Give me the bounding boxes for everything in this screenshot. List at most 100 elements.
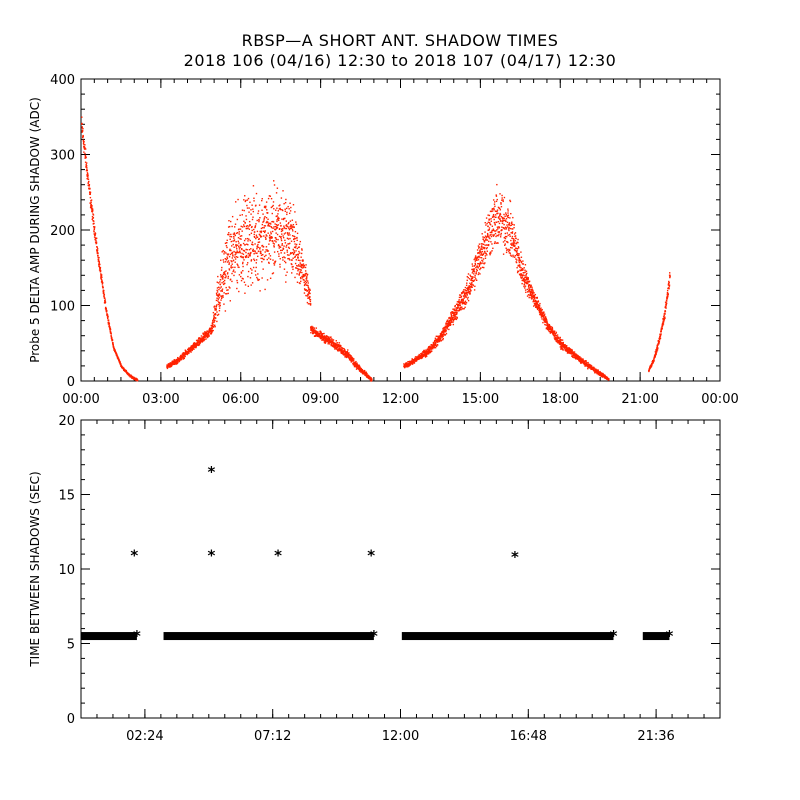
data-point [446,327,448,329]
data-point [327,338,329,340]
data-point [109,328,112,331]
data-point [461,301,464,303]
data-point [104,301,107,303]
data-point [481,233,483,235]
data-point [230,252,233,255]
data-point [262,213,264,215]
data-point [475,268,478,271]
data-point [514,240,516,242]
data-point [489,224,492,226]
data-point [239,252,241,254]
data-point [427,348,429,350]
data-point [283,217,285,220]
data-point [529,284,531,286]
data-point [256,276,258,279]
data-point [568,348,571,350]
data-point [470,284,472,286]
data-point [224,270,226,273]
data-point [589,364,591,366]
data-point [95,241,98,243]
data-point [91,208,94,210]
data-point [228,263,230,266]
data-point [523,285,525,288]
data-point [98,262,100,264]
data-point [83,144,85,146]
data-point [84,147,86,149]
data-point [264,236,267,239]
data-point [250,213,252,215]
data-point [193,344,195,346]
data-point [550,326,553,328]
data-point [275,228,277,230]
data-point [483,266,485,269]
data-point [98,263,100,266]
data-point [442,330,444,332]
data-point [498,216,500,218]
data-point [309,296,311,298]
data-point [405,366,408,368]
data-point [235,246,238,248]
data-point [304,284,306,286]
data-point [282,247,285,250]
data-point [240,275,242,278]
data-point [497,231,499,233]
data-point [326,336,328,338]
data-point [464,302,466,304]
data-point [332,339,334,341]
data-point [284,232,287,234]
data-point [285,227,288,230]
data-point [593,366,595,369]
data-point [180,358,183,361]
data-point [542,316,545,318]
data-point [279,263,281,266]
data-point [478,243,481,245]
data-point [651,364,653,366]
data-point [191,348,194,351]
data-point [317,331,319,333]
data-point [484,257,487,259]
data-point [510,239,512,242]
data-point [426,353,429,355]
data-point [440,336,442,338]
data-point [233,233,236,235]
data-point [458,300,460,303]
data-point [498,222,501,225]
data-point [512,228,514,230]
data-point [662,323,665,325]
data-point [90,199,93,201]
data-point [542,312,544,315]
data-point [270,226,272,228]
data-point [291,228,294,231]
data-point [587,361,589,364]
data-point [228,225,231,228]
data-point [324,335,326,337]
data-point [597,369,599,372]
data-point [562,349,564,351]
data-point [316,333,319,335]
data-point [520,261,523,263]
data-point [599,370,601,373]
data-point [242,265,244,268]
data-point [301,275,303,278]
data-point [307,282,309,284]
data-point [545,327,548,329]
data-point [460,299,463,302]
data-point [99,266,102,269]
data-point [437,336,440,339]
data-point [289,210,292,212]
data-point [258,220,260,223]
data-point [448,321,451,324]
data-point [552,333,555,336]
data-point [296,273,298,275]
data-point [270,237,273,239]
y-tick-label: 0 [67,375,75,390]
data-point [492,247,494,250]
data-point [663,316,666,318]
data-point [291,266,293,268]
data-point [593,367,596,369]
data-point [481,259,483,262]
data-point [273,243,276,245]
data-point [226,239,228,242]
data-point [309,300,312,303]
data-point [287,205,289,208]
